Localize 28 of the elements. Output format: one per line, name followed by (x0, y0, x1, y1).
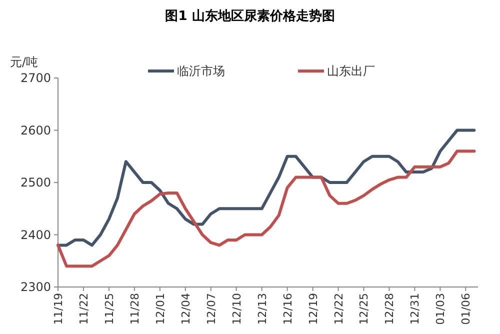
x-tick-label: 12/28 (383, 293, 396, 325)
chart-title: 图1 山东地区尿素价格走势图 (165, 8, 335, 24)
line-series (56, 128, 476, 247)
legend-label: 临沂市场 (177, 64, 225, 78)
legend-label: 山东出厂 (327, 64, 375, 78)
x-tick-label: 11/19 (52, 293, 65, 325)
y-tick-label: 2300 (20, 280, 51, 294)
x-tick-label: 11/25 (102, 293, 116, 325)
x-tick-label: 12/01 (154, 293, 167, 325)
y-tick-label: 2600 (20, 123, 51, 138)
x-tick-label: 11/22 (77, 293, 90, 325)
line-series (56, 150, 476, 268)
x-tick-label: 12/10 (230, 293, 244, 325)
x-tick-label: 01/03 (434, 293, 448, 325)
x-tick-label: 12/04 (179, 293, 192, 325)
y-axis-title: 元/吨 (10, 55, 38, 69)
x-tick-label: 11/28 (128, 293, 142, 325)
x-tick-label: 01/06 (460, 293, 473, 325)
x-tick-label: 12/13 (256, 293, 269, 325)
y-tick-label: 2700 (20, 71, 51, 85)
y-tick-label: 2500 (20, 176, 51, 190)
x-tick-label: 12/31 (408, 293, 422, 325)
x-tick-label: 12/07 (204, 293, 218, 325)
x-tick-label: 12/22 (332, 293, 346, 325)
y-tick-label: 2400 (20, 228, 51, 242)
x-tick-label: 12/19 (306, 293, 320, 325)
x-tick-label: 12/25 (358, 293, 371, 325)
x-tick-label: 12/16 (281, 293, 294, 325)
